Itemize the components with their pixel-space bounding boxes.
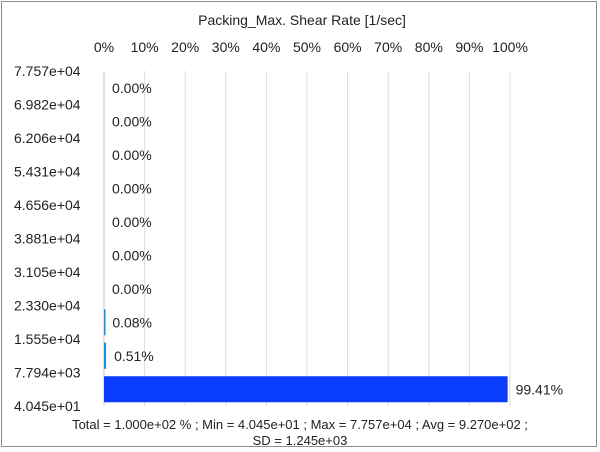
y-tick-label: 2.330e+04 [14, 298, 81, 314]
bar-value-label: 0.00% [112, 113, 152, 129]
bar-value-label: 99.41% [516, 381, 563, 397]
bar-value-label: 0.00% [112, 214, 152, 230]
x-tick-label: 0% [94, 39, 114, 55]
grid-lines [103, 71, 511, 406]
y-tick-label: 4.656e+04 [14, 197, 81, 213]
x-tick-labels: 0% 10% 20% 30% 40% 50% 60% 70% 80% 90% 100% [94, 39, 528, 55]
x-tick-label: 20% [171, 39, 199, 55]
y-tick-label: 5.431e+04 [14, 164, 81, 180]
x-tick-label: 40% [252, 39, 280, 55]
y-tick-labels: 7.757e+04 6.982e+04 6.206e+04 5.431e+04 4.65… [14, 63, 81, 414]
bar-value-label: 0.51% [114, 348, 154, 364]
y-tick-label: 6.982e+04 [14, 97, 81, 113]
footer-stats-line1: Total = 1.000e+02 % ; Min = 4.045e+01 ; … [72, 417, 528, 432]
histogram-bar [104, 309, 106, 336]
bar-value-label: 0.00% [112, 80, 152, 96]
bar-value-label: 0.08% [112, 314, 152, 330]
histogram-bar [104, 376, 508, 403]
x-tick-label: 10% [131, 39, 159, 55]
chart-title: Packing_Max. Shear Rate [1/sec] [198, 12, 406, 28]
bar-value-labels: 0.00% 0.00% 0.00% 0.00% 0.00% 0.00% 0.00% 0.08%… [112, 80, 563, 398]
x-tick-label: 70% [374, 39, 402, 55]
x-tick-label: 100% [492, 39, 528, 55]
y-tick-label: 7.757e+04 [14, 63, 81, 79]
y-tick-label: 3.881e+04 [14, 231, 81, 247]
x-tick-label: 90% [455, 39, 483, 55]
x-tick-label: 30% [212, 39, 240, 55]
y-tick-label: 1.555e+04 [14, 331, 81, 347]
bar-value-label: 0.00% [112, 247, 152, 263]
y-tick-label: 7.794e+03 [14, 365, 81, 381]
footer-stats-line2: SD = 1.245e+03 [253, 433, 348, 448]
x-tick-label: 80% [415, 39, 443, 55]
x-tick-label: 60% [334, 39, 362, 55]
x-tick-label: 50% [293, 39, 321, 55]
bar-value-label: 0.00% [112, 147, 152, 163]
bar-value-label: 0.00% [112, 180, 152, 196]
bar-value-label: 0.00% [112, 281, 152, 297]
y-tick-label: 6.206e+04 [14, 130, 81, 146]
bars [104, 309, 508, 403]
y-tick-label: 3.105e+04 [14, 264, 81, 280]
histogram-bar [104, 342, 107, 369]
y-tick-label: 4.045e+01 [14, 398, 81, 414]
